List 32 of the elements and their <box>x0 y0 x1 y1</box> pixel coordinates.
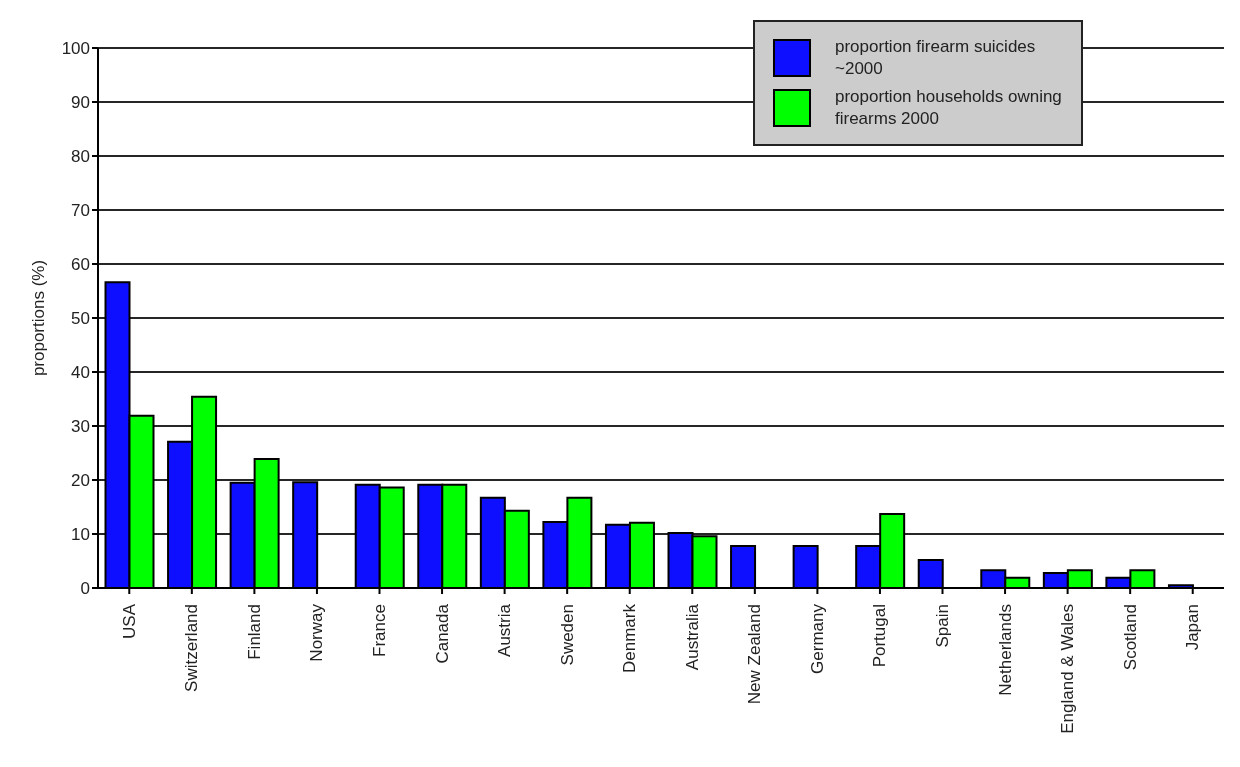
x-tick-label: Denmark <box>620 603 640 673</box>
x-tick-label: Japan <box>1183 604 1203 651</box>
x-tick-label: Austria <box>495 603 515 657</box>
x-tick-label: Australia <box>682 603 702 671</box>
y-tick-label: 70 <box>71 201 90 221</box>
legend-label: proportion households owning firearms 2000 <box>835 86 1063 130</box>
y-tick-label: 10 <box>71 525 90 545</box>
y-tick-label: 30 <box>71 417 90 437</box>
x-tick-label: Spain <box>933 604 952 648</box>
x-tick-label: Sweden <box>557 604 577 666</box>
x-tick-label: Norway <box>307 603 327 662</box>
x-tick-label: Finland <box>244 604 264 660</box>
x-tick-label: Switzerland <box>182 604 202 692</box>
x-tick-label: USA <box>119 603 139 639</box>
x-tick-label: Canada <box>432 603 452 664</box>
y-tick-label: 100 <box>61 39 90 59</box>
y-tick-label: 60 <box>71 255 90 275</box>
y-tick-label: 50 <box>71 309 90 329</box>
y-tick-label: 20 <box>71 471 90 491</box>
x-tick-label: Netherlands <box>995 604 1015 696</box>
x-tick-label: Scotland <box>1120 604 1140 671</box>
x-tick-label: Portugal <box>870 604 890 668</box>
y-tick-label: 0 <box>80 579 90 599</box>
x-tick-label: France <box>370 604 389 657</box>
x-tick-label: New Zealand <box>745 604 765 705</box>
y-axis-title: proportions (%) <box>29 259 49 377</box>
x-tick-label: England & Wales <box>1058 604 1078 734</box>
legend-label: proportion firearm suicides ~2000 <box>835 36 1037 80</box>
y-tick-label: 80 <box>71 147 90 167</box>
x-tick-label: Germany <box>807 603 827 674</box>
y-tick-label: 90 <box>71 93 90 113</box>
y-tick-label: 40 <box>71 363 90 383</box>
